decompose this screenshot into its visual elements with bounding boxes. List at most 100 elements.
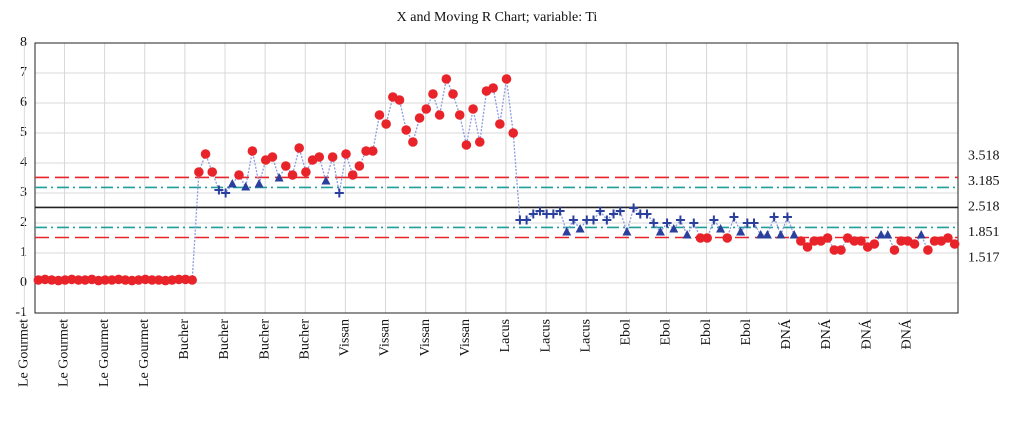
point — [702, 233, 712, 243]
x-tick-label: Le Gourmet — [97, 319, 112, 387]
point — [528, 209, 538, 219]
point — [662, 218, 672, 228]
point — [822, 233, 833, 243]
x-tick-label: Le Gourmet — [57, 319, 72, 387]
y-tick-label: 5 — [20, 125, 27, 140]
point — [689, 218, 699, 228]
point — [394, 95, 405, 105]
x-tick-label: Le Gourmet — [17, 319, 32, 387]
point — [782, 212, 792, 222]
x-tick-label: Ebol — [659, 319, 674, 346]
point — [187, 275, 197, 285]
point — [802, 242, 813, 252]
point — [535, 206, 545, 216]
point — [943, 233, 953, 243]
point — [227, 179, 237, 188]
point — [414, 113, 425, 123]
y-tick-label: 3 — [20, 185, 27, 200]
point — [200, 149, 211, 159]
x-tick-label: Vissan — [458, 319, 473, 356]
x-tick-label: Bucher — [257, 319, 272, 360]
y-tick-label: -1 — [15, 305, 27, 320]
point — [254, 179, 264, 188]
point — [367, 146, 378, 156]
point — [327, 152, 338, 162]
point — [675, 215, 685, 225]
control-label: 3.518 — [968, 149, 1000, 164]
point — [100, 275, 111, 285]
point — [749, 218, 759, 228]
point — [655, 227, 665, 236]
point — [234, 170, 244, 180]
chart-title: X and Moving R Chart; variable: Ti — [397, 10, 598, 25]
point — [314, 152, 325, 162]
point — [856, 236, 866, 246]
x-tick-label: ĐNÁ — [817, 318, 834, 349]
y-tick-label: 0 — [20, 275, 27, 290]
point — [401, 125, 412, 135]
control-label: 2.518 — [968, 200, 1000, 215]
x-tick-label: Bucher — [217, 319, 232, 360]
point — [629, 203, 639, 213]
point — [274, 173, 284, 182]
point — [949, 239, 960, 249]
x-tick-label: Ebol — [619, 319, 634, 346]
point — [408, 137, 418, 147]
point — [776, 230, 786, 239]
point — [929, 236, 940, 246]
point — [568, 215, 578, 225]
point — [321, 176, 331, 185]
x-tick-label: ĐNÁ — [777, 318, 794, 349]
point — [287, 170, 298, 180]
point — [602, 215, 612, 225]
point — [267, 152, 278, 162]
control-label: 1.517 — [968, 251, 1000, 266]
point — [73, 275, 84, 285]
point — [354, 161, 365, 171]
point — [301, 167, 311, 177]
y-tick-label: 2 — [20, 215, 27, 230]
control-label: 3.185 — [968, 174, 1000, 189]
point — [796, 236, 806, 246]
point — [434, 110, 445, 120]
x-tick-label: Vissan — [338, 319, 353, 356]
point — [575, 224, 585, 233]
point — [729, 212, 739, 222]
point — [595, 206, 605, 216]
point — [214, 185, 224, 195]
point — [468, 104, 478, 114]
point — [756, 230, 766, 239]
point — [221, 188, 231, 198]
point — [501, 74, 512, 84]
x-tick-label: Lacus — [498, 319, 513, 352]
point — [809, 236, 819, 246]
x-tick-label: ĐNÁ — [897, 318, 914, 349]
point — [695, 233, 706, 243]
x-tick-label: Lacus — [578, 319, 593, 352]
point — [374, 110, 385, 120]
point — [241, 182, 251, 191]
series-line — [38, 76, 956, 282]
point — [876, 230, 886, 239]
point — [441, 74, 452, 84]
point — [341, 149, 351, 159]
y-tick-label: 1 — [20, 245, 27, 260]
point — [722, 233, 733, 243]
x-tick-label: Ebol — [699, 319, 714, 346]
point — [682, 230, 692, 239]
control-label: 1.851 — [968, 225, 1000, 240]
point — [709, 215, 719, 225]
point — [294, 143, 304, 153]
y-tick-label: 6 — [20, 95, 27, 110]
point — [495, 119, 505, 129]
y-tick-label: 7 — [20, 65, 27, 80]
point — [428, 89, 438, 99]
point — [247, 146, 258, 156]
point — [769, 212, 779, 222]
point — [588, 215, 598, 225]
y-tick-label: 4 — [20, 155, 27, 170]
point — [622, 227, 632, 236]
point — [147, 275, 157, 285]
point — [194, 167, 204, 177]
point — [609, 209, 619, 219]
